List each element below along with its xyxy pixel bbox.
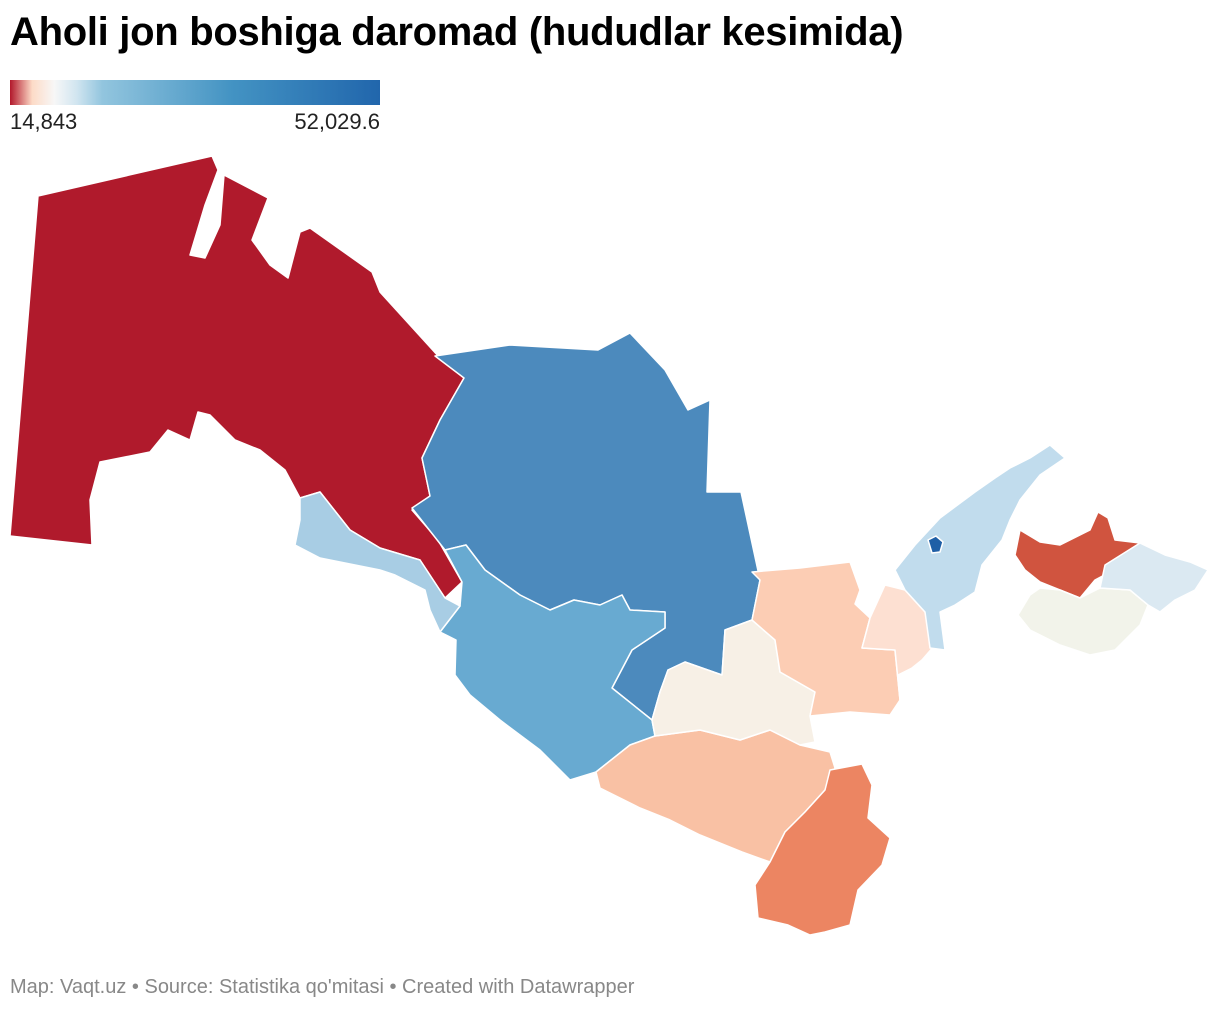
region-r01[interactable]	[9, 155, 465, 599]
region-r08[interactable]	[754, 763, 891, 936]
region-r10[interactable]	[894, 444, 1066, 651]
legend-gradient-bar	[10, 80, 380, 105]
region-r13[interactable]	[1017, 587, 1149, 656]
region-r07[interactable]	[751, 561, 901, 717]
map-title: Aholi jon boshiga daromad (hududlar kesi…	[10, 10, 904, 54]
legend-min-label: 14,843	[10, 109, 78, 134]
legend-max-label: 52,029.6	[294, 109, 380, 134]
region-r11[interactable]	[927, 535, 944, 554]
region-r14[interactable]	[1099, 542, 1209, 613]
color-legend: 14,843 52,029.6	[10, 80, 380, 135]
footer-credit: Map: Vaqt.uz • Source: Statistika qo'mit…	[10, 976, 635, 998]
region-r04[interactable]	[294, 491, 461, 633]
legend-labels: 14,843 52,029.6	[10, 109, 380, 135]
